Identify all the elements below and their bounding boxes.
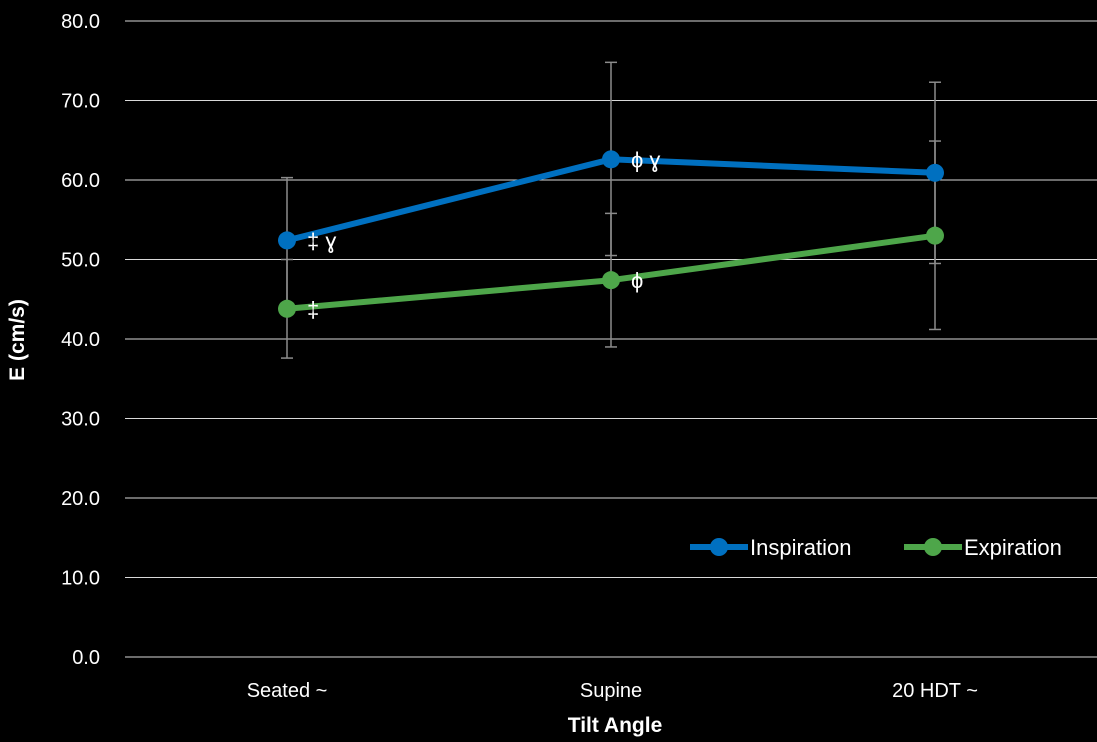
- y-tick-label: 70.0: [61, 91, 100, 113]
- data-points: [278, 150, 944, 318]
- y-axis-ticks: 0.0 10.0 20.0 30.0 40.0 50.0 60.0 70.0 80.0: [61, 11, 100, 669]
- y-tick-label: 0.0: [72, 647, 100, 669]
- point-annotation: ϕ ɣ: [631, 147, 660, 172]
- data-point: [602, 150, 620, 169]
- error-bars: [281, 61, 941, 359]
- legend: Inspiration Expiration: [690, 535, 1062, 560]
- data-point: [602, 271, 620, 290]
- y-tick-label: 80.0: [61, 11, 100, 33]
- legend-marker: [710, 538, 728, 556]
- data-point: [278, 299, 296, 318]
- y-tick-label: 60.0: [61, 170, 100, 192]
- legend-marker: [924, 538, 942, 556]
- x-axis-title: Tilt Angle: [568, 714, 663, 737]
- y-tick-label: 20.0: [61, 488, 100, 510]
- x-tick-label: Seated ~: [247, 680, 328, 702]
- point-annotation: ‡ ɣ: [307, 228, 336, 253]
- legend-label: Inspiration: [750, 535, 852, 560]
- data-point: [926, 226, 944, 245]
- x-tick-label: 20 HDT ~: [892, 680, 978, 702]
- y-tick-label: 50.0: [61, 250, 100, 272]
- y-axis-title: E (cm/s): [6, 299, 29, 381]
- data-point: [278, 231, 296, 250]
- point-annotation: ϕ: [631, 268, 643, 293]
- x-axis-ticks: Seated ~ Supine 20 HDT ~: [247, 680, 978, 702]
- point-annotations: ‡ ɣ ϕ ɣ ‡ ϕ: [307, 147, 660, 321]
- x-tick-label: Supine: [580, 680, 642, 702]
- legend-label: Expiration: [964, 535, 1062, 560]
- y-tick-label: 40.0: [61, 329, 100, 351]
- data-point: [926, 163, 944, 182]
- y-tick-label: 10.0: [61, 568, 100, 590]
- point-annotation: ‡: [307, 297, 319, 322]
- y-tick-label: 30.0: [61, 409, 100, 431]
